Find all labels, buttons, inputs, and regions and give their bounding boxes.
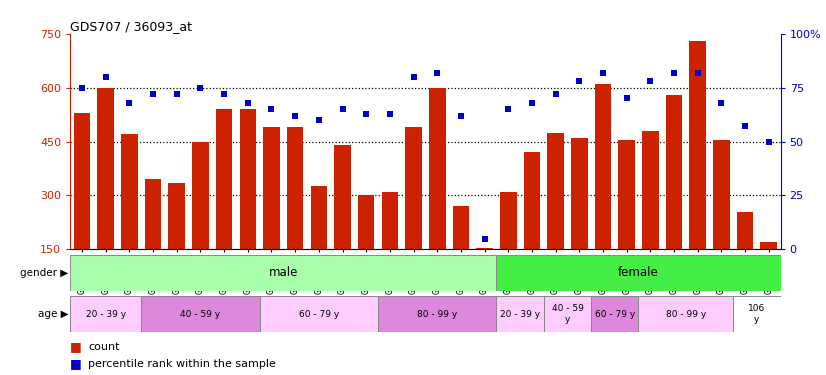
Text: 60 - 79 y: 60 - 79 y (595, 310, 635, 318)
Bar (378, 296, 496, 332)
Bar (311, 186, 327, 249)
Text: 60 - 79 y: 60 - 79 y (299, 310, 339, 318)
Text: age ▶: age ▶ (38, 309, 69, 319)
Text: 40 - 59 y: 40 - 59 y (180, 310, 221, 318)
Bar (544, 296, 591, 332)
Bar (761, 242, 777, 249)
Text: ■: ■ (70, 357, 82, 370)
Bar (619, 140, 635, 249)
Bar (192, 142, 209, 249)
Bar (496, 296, 544, 332)
Bar (666, 95, 682, 249)
Bar (595, 84, 611, 249)
Text: 106
y: 106 y (748, 304, 766, 324)
Text: ■: ■ (70, 340, 82, 353)
Bar (169, 183, 185, 249)
Bar (453, 206, 469, 249)
Bar (240, 109, 256, 249)
Bar (642, 131, 658, 249)
Bar (733, 296, 781, 332)
Bar (263, 127, 280, 249)
Bar (571, 138, 587, 249)
Bar (524, 152, 540, 249)
Text: 40 - 59
y: 40 - 59 y (552, 304, 583, 324)
Bar (429, 88, 445, 249)
Bar (500, 192, 516, 249)
Text: male: male (268, 266, 298, 279)
Text: gender ▶: gender ▶ (21, 268, 69, 278)
Bar (713, 140, 729, 249)
Bar (591, 296, 638, 332)
Text: 80 - 99 y: 80 - 99 y (417, 310, 458, 318)
Bar (97, 88, 114, 249)
Bar (638, 296, 733, 332)
Bar (145, 179, 161, 249)
Bar (690, 41, 706, 249)
Bar (70, 249, 781, 375)
Text: percentile rank within the sample: percentile rank within the sample (88, 359, 276, 369)
Text: female: female (618, 266, 659, 279)
Bar (70, 255, 496, 291)
Bar (477, 248, 493, 249)
Bar (737, 211, 753, 249)
Bar (287, 127, 303, 249)
Bar (70, 296, 141, 332)
Bar (141, 296, 259, 332)
Text: 20 - 39 y: 20 - 39 y (86, 310, 126, 318)
Text: GDS707 / 36093_at: GDS707 / 36093_at (70, 20, 192, 33)
Bar (121, 134, 138, 249)
Bar (335, 145, 351, 249)
Bar (358, 195, 374, 249)
Bar (216, 109, 232, 249)
Text: count: count (88, 342, 120, 352)
Bar (259, 296, 378, 332)
Bar (496, 255, 781, 291)
Bar (382, 192, 398, 249)
Bar (74, 113, 90, 249)
Bar (548, 133, 564, 249)
Bar (406, 127, 422, 249)
Text: 80 - 99 y: 80 - 99 y (666, 310, 706, 318)
Text: 20 - 39 y: 20 - 39 y (500, 310, 540, 318)
